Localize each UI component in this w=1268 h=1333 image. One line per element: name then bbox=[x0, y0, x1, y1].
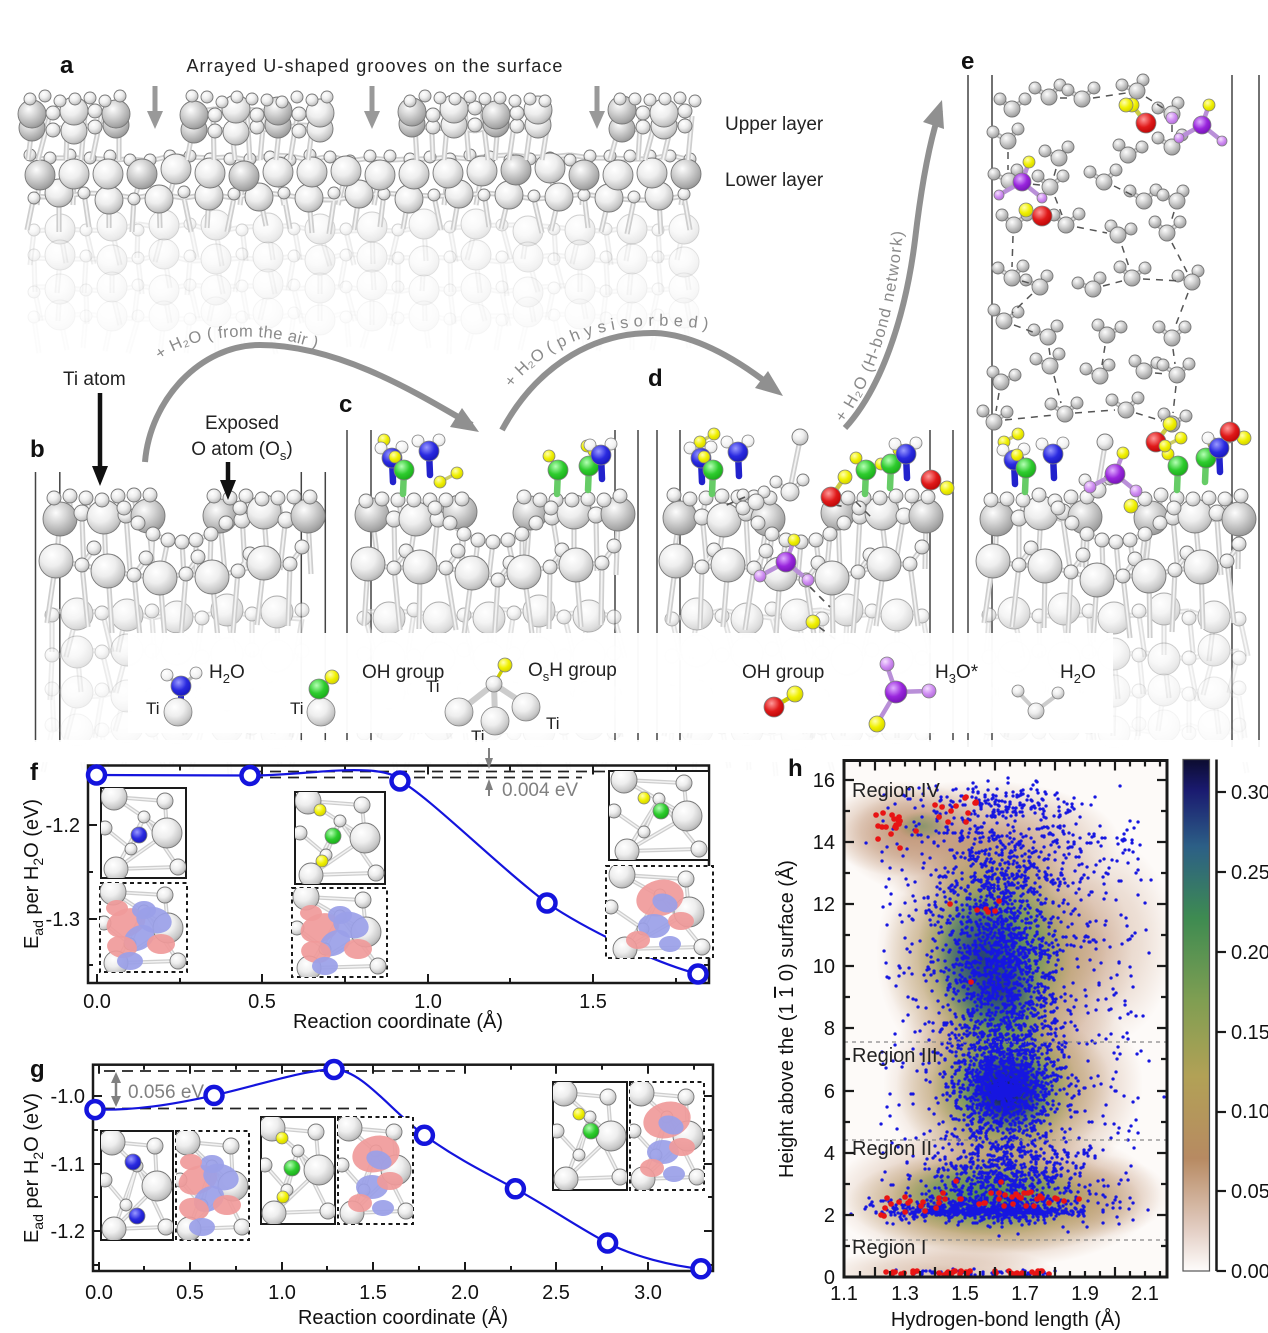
svg-text:g: g bbox=[30, 1056, 45, 1083]
svg-text:OsH group: OsH group bbox=[528, 660, 617, 684]
svg-text:0.5: 0.5 bbox=[176, 1282, 204, 1304]
svg-text:0.004 eV: 0.004 eV bbox=[502, 780, 578, 801]
svg-text:1.0: 1.0 bbox=[414, 991, 442, 1013]
svg-text:-1.2: -1.2 bbox=[51, 1221, 85, 1243]
svg-text:10: 10 bbox=[813, 956, 835, 978]
svg-text:1.3: 1.3 bbox=[891, 1283, 919, 1305]
svg-text:-1.2: -1.2 bbox=[46, 815, 80, 837]
svg-text:Lower layer: Lower layer bbox=[725, 170, 824, 191]
svg-text:c: c bbox=[339, 391, 352, 418]
svg-text:0.5: 0.5 bbox=[248, 991, 276, 1013]
svg-text:-1.3: -1.3 bbox=[46, 909, 80, 931]
svg-text:Ead per H2O (eV): Ead per H2O (eV) bbox=[21, 799, 46, 949]
svg-text:Region IV: Region IV bbox=[852, 780, 940, 802]
svg-text:-1.0: -1.0 bbox=[51, 1086, 85, 1108]
svg-text:Ti: Ti bbox=[290, 699, 304, 718]
svg-text:Ti atom: Ti atom bbox=[63, 369, 126, 390]
svg-text:2.0: 2.0 bbox=[451, 1282, 479, 1304]
svg-text:H3O*: H3O* bbox=[935, 662, 979, 686]
svg-text:Region I: Region I bbox=[852, 1237, 927, 1259]
svg-text:16: 16 bbox=[813, 770, 835, 792]
svg-text:0.15: 0.15 bbox=[1231, 1022, 1268, 1044]
svg-text:0.25: 0.25 bbox=[1231, 862, 1268, 884]
svg-text:4: 4 bbox=[824, 1143, 835, 1165]
svg-text:0: 0 bbox=[824, 1267, 835, 1289]
svg-text:14: 14 bbox=[813, 832, 835, 854]
svg-text:Height above the (1 1 0) surfa: Height above the (1 1 0) surface (Å) bbox=[775, 860, 798, 1178]
svg-text:O atom (Os): O atom (Os) bbox=[191, 439, 293, 463]
svg-text:1.9: 1.9 bbox=[1071, 1283, 1099, 1305]
svg-text:h: h bbox=[788, 755, 803, 782]
svg-text:OH group: OH group bbox=[742, 662, 824, 683]
svg-text:2.1: 2.1 bbox=[1131, 1283, 1159, 1305]
svg-text:Ti: Ti bbox=[146, 699, 160, 718]
svg-text:Exposed: Exposed bbox=[205, 413, 279, 434]
svg-text:1.1: 1.1 bbox=[830, 1283, 858, 1305]
svg-text:OH group: OH group bbox=[362, 662, 444, 683]
svg-text:0.0: 0.0 bbox=[85, 1282, 113, 1304]
svg-text:1.7: 1.7 bbox=[1011, 1283, 1039, 1305]
svg-text:6: 6 bbox=[824, 1081, 835, 1103]
svg-text:Region II: Region II bbox=[852, 1138, 932, 1160]
svg-text:e: e bbox=[961, 48, 974, 75]
svg-text:0.05: 0.05 bbox=[1231, 1181, 1268, 1203]
svg-text:1.5: 1.5 bbox=[951, 1283, 979, 1305]
svg-text:Region III: Region III bbox=[852, 1045, 938, 1067]
svg-text:0.0: 0.0 bbox=[83, 991, 111, 1013]
svg-text:b: b bbox=[30, 436, 45, 463]
svg-text:Reaction coordinate (Å): Reaction coordinate (Å) bbox=[298, 1306, 508, 1329]
svg-text:Upper layer: Upper layer bbox=[725, 114, 824, 135]
svg-text:2.5: 2.5 bbox=[542, 1282, 570, 1304]
svg-text:1.5: 1.5 bbox=[579, 991, 607, 1013]
svg-text:H2O: H2O bbox=[1060, 662, 1096, 686]
svg-text:Arrayed U-shaped grooves on th: Arrayed U-shaped grooves on the surface bbox=[186, 56, 563, 76]
svg-text:8: 8 bbox=[824, 1018, 835, 1040]
svg-text:1.5: 1.5 bbox=[359, 1282, 387, 1304]
svg-text:H2O: H2O bbox=[209, 662, 245, 686]
svg-text:0.30: 0.30 bbox=[1231, 782, 1268, 804]
svg-text:0.00: 0.00 bbox=[1231, 1261, 1268, 1283]
svg-text:-1.1: -1.1 bbox=[51, 1154, 85, 1176]
svg-text:3.0: 3.0 bbox=[634, 1282, 662, 1304]
svg-text:2: 2 bbox=[824, 1205, 835, 1227]
svg-text:12: 12 bbox=[813, 894, 835, 916]
svg-text:d: d bbox=[648, 365, 663, 392]
svg-text:Ti: Ti bbox=[426, 677, 440, 696]
svg-text:a: a bbox=[60, 52, 74, 79]
svg-text:f: f bbox=[30, 759, 39, 786]
svg-text:Hydrogen-bond length (Å): Hydrogen-bond length (Å) bbox=[891, 1308, 1121, 1331]
svg-text:0.10: 0.10 bbox=[1231, 1101, 1268, 1123]
svg-text:0.20: 0.20 bbox=[1231, 942, 1268, 964]
svg-text:Reaction coordinate (Å): Reaction coordinate (Å) bbox=[293, 1010, 503, 1033]
svg-text:0.056 eV: 0.056 eV bbox=[128, 1082, 204, 1103]
svg-text:Ti: Ti bbox=[546, 714, 560, 733]
svg-text:1.0: 1.0 bbox=[268, 1282, 296, 1304]
